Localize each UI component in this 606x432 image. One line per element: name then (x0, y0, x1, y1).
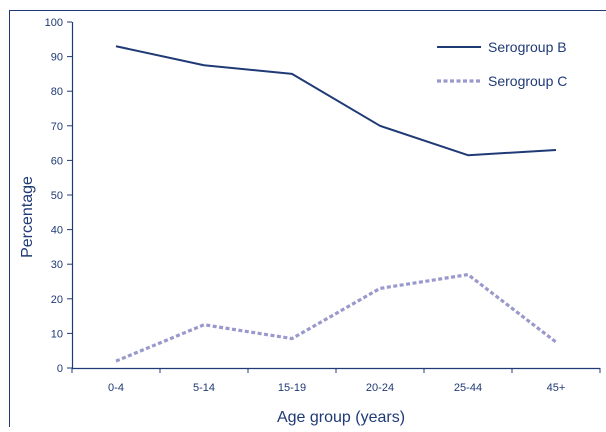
x-tick-label: 25-44 (454, 382, 482, 394)
x-tick-label: 5-14 (193, 382, 215, 394)
y-tick-label: 60 (51, 155, 63, 167)
x-tick-label: 20-24 (366, 382, 394, 394)
x-tick-label: 0-4 (108, 382, 124, 394)
x-tick-label: 15-19 (278, 382, 306, 394)
legend: Serogroup B Serogroup C (437, 39, 567, 89)
y-tick-label: 10 (51, 328, 63, 340)
legend-label: Serogroup C (488, 73, 567, 89)
y-tick-label: 80 (51, 86, 63, 98)
y-tick-label: 30 (51, 259, 63, 271)
y-axis-label: Percentage (19, 176, 36, 258)
series-line-serogroup-b (116, 46, 556, 155)
series-line-serogroup-c (116, 275, 556, 362)
y-tick-label: 40 (51, 225, 63, 237)
legend-label: Serogroup B (488, 39, 567, 55)
y-tick-label: 70 (51, 121, 63, 133)
x-tick-label: 45+ (547, 382, 566, 394)
series-group (116, 46, 556, 361)
y-tick-label: 100 (45, 17, 63, 29)
y-tick-label: 50 (51, 190, 63, 202)
y-tick-label: 90 (51, 52, 63, 64)
y-tick-label: 0 (57, 363, 63, 375)
x-axis-label: Age group (years) (277, 409, 405, 426)
y-axis-ticks: 0 10 20 30 40 50 60 70 80 90 100 (45, 17, 72, 375)
x-axis-ticks: 0-4 5-14 15-19 20-24 25-44 45+ (72, 368, 600, 394)
y-tick-label: 20 (51, 294, 63, 306)
